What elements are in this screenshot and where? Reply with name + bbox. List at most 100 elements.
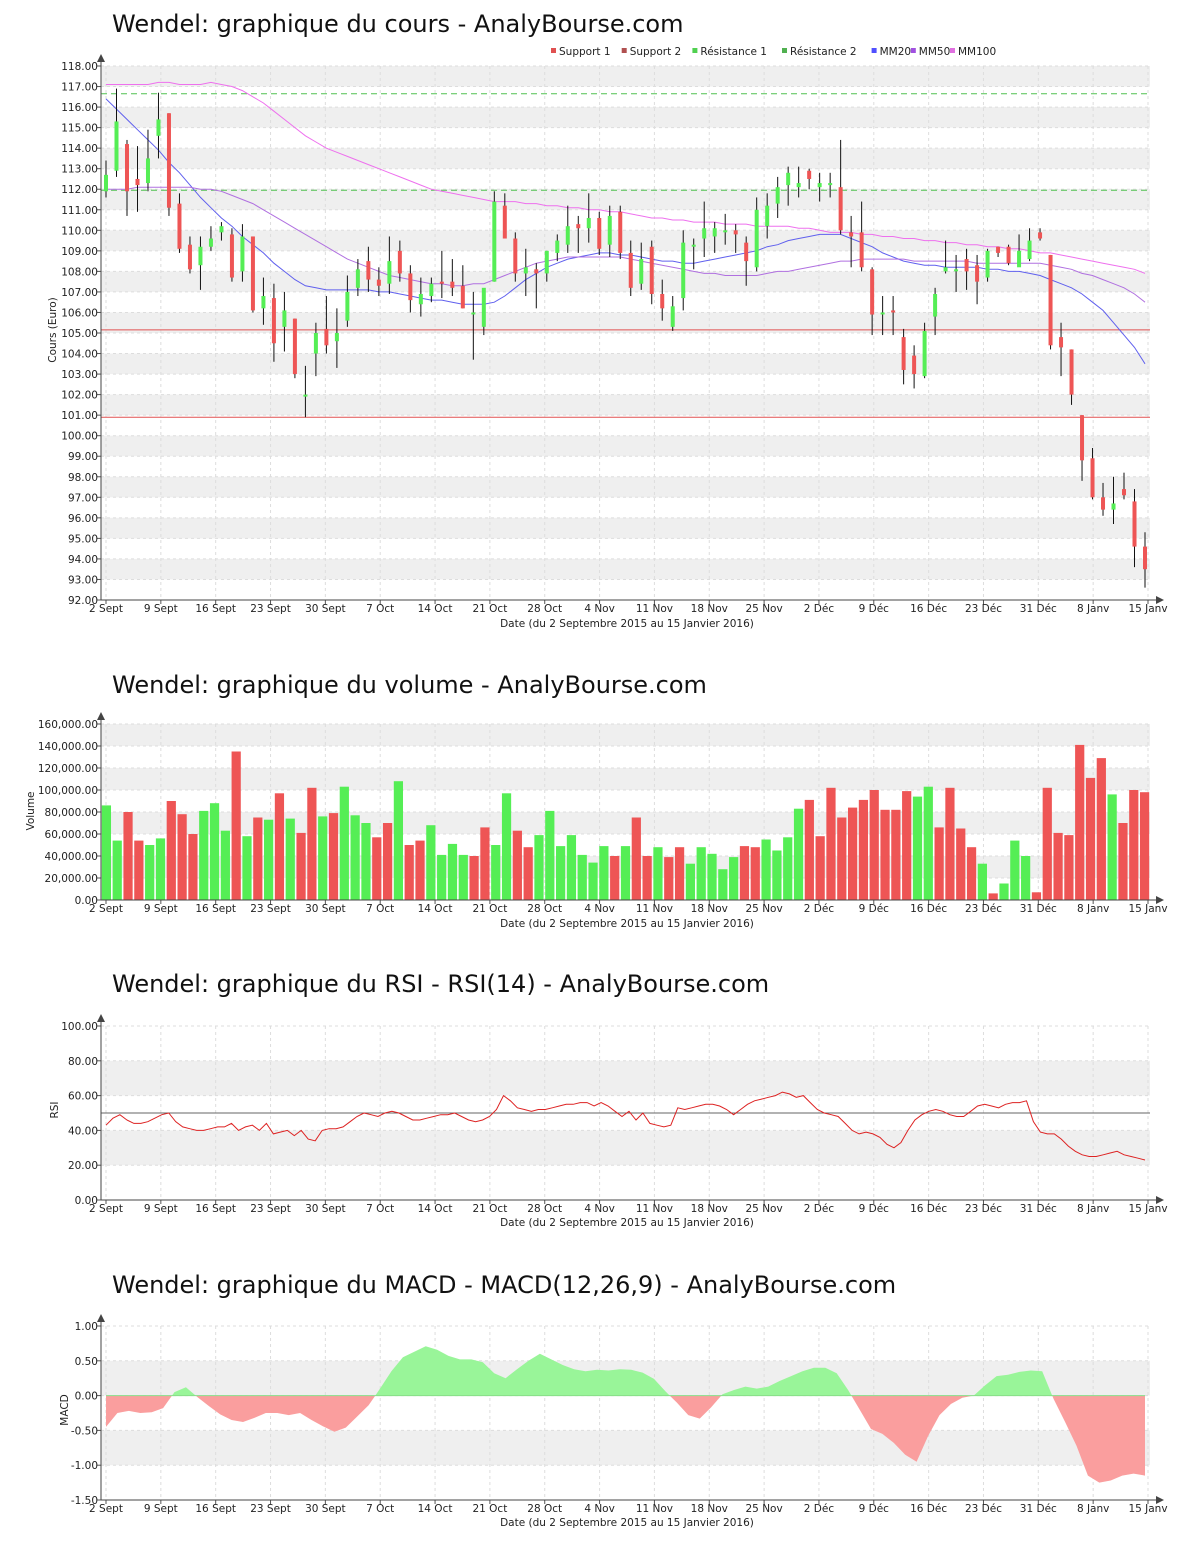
candle-body bbox=[586, 217, 591, 229]
volume-bar bbox=[545, 810, 555, 900]
volume-bar bbox=[966, 847, 977, 900]
volume-bar bbox=[1031, 892, 1042, 900]
rsi-x-tick-label: 11 Nov bbox=[636, 1203, 673, 1215]
candle-body bbox=[691, 244, 696, 247]
rsi-y-tick-label: 100.00 bbox=[61, 1021, 98, 1033]
price-band bbox=[101, 435, 1150, 457]
rsi-y-tick-label: 40.00 bbox=[68, 1125, 98, 1137]
candle-body bbox=[1101, 497, 1106, 510]
macd-x-tick-label: 23 Déc bbox=[965, 1503, 1002, 1515]
legend-label: Support 1 bbox=[559, 46, 611, 58]
candle-body bbox=[922, 330, 927, 377]
macd-y-axis-label: MACD bbox=[59, 1394, 71, 1425]
price-x-tick-label: 23 Déc bbox=[965, 603, 1002, 615]
legend-label: Résistance 1 bbox=[700, 46, 767, 58]
vol-y-tick-label: 160,000.00 bbox=[38, 719, 98, 731]
macd-x-tick-label: 18 Nov bbox=[691, 1503, 728, 1515]
candle-body bbox=[754, 209, 759, 268]
candle-body bbox=[397, 250, 402, 274]
price-candles bbox=[104, 88, 1147, 588]
candle-body bbox=[649, 246, 654, 294]
rsi-x-tick-label: 9 Sept bbox=[144, 1203, 178, 1215]
candle-body bbox=[282, 310, 287, 327]
rsi-band bbox=[101, 1130, 1150, 1166]
price-x-tick-label: 23 Sept bbox=[250, 603, 291, 615]
rsi-x-tick-label: 21 Oct bbox=[472, 1203, 507, 1215]
candle-body bbox=[250, 236, 255, 311]
rsi-x-arrow bbox=[1156, 1196, 1164, 1204]
macd-x-tick-label: 16 Sept bbox=[195, 1503, 236, 1515]
vol-x-tick-label: 7 Oct bbox=[366, 903, 394, 915]
candle-body bbox=[618, 211, 623, 253]
candle-body bbox=[1017, 250, 1022, 268]
candle-body bbox=[555, 240, 560, 253]
rsi-y-tick-label: 60.00 bbox=[68, 1091, 98, 1103]
vol-band bbox=[101, 724, 1150, 746]
price-x-tick-label: 30 Sept bbox=[305, 603, 346, 615]
price-y-tick-label: 107.00 bbox=[61, 287, 98, 299]
volume-bar bbox=[1053, 832, 1063, 900]
volume-bar bbox=[264, 819, 274, 900]
candle-body bbox=[796, 183, 801, 188]
volume-bar bbox=[372, 837, 382, 900]
price-band bbox=[101, 353, 1150, 375]
macd-x-tick-label: 2 Déc bbox=[804, 1503, 835, 1515]
ma-line-mm50 bbox=[106, 186, 1146, 303]
price-x-arrow bbox=[1156, 596, 1164, 604]
candle-body bbox=[828, 183, 833, 186]
price-x-tick-label: 18 Nov bbox=[691, 603, 728, 615]
rsi-chart: 0.00 20.00 40.00 60.00 80.00 100.00 2 Sept 9 Se… bbox=[49, 1014, 1168, 1229]
rsi-band bbox=[101, 1060, 1150, 1096]
rsi-x-tick-label: 9 Déc bbox=[859, 1203, 890, 1215]
rsi-x-tick-label: 18 Nov bbox=[691, 1203, 728, 1215]
volume-bars bbox=[101, 744, 1150, 900]
macd-x-tick-label: 16 Déc bbox=[910, 1503, 947, 1515]
legend-swatch bbox=[910, 48, 916, 53]
volume-bar bbox=[382, 823, 393, 900]
macd-y-tick-label: -1.50 bbox=[71, 1495, 98, 1507]
rsi-y-arrow bbox=[97, 1014, 105, 1022]
macd-y-tick-label: 0.00 bbox=[75, 1391, 98, 1403]
volume-bar bbox=[393, 781, 404, 900]
volume-bar bbox=[934, 827, 944, 900]
price-x-tick-label: 16 Sept bbox=[195, 603, 236, 615]
price-x-tick-label: 25 Nov bbox=[746, 603, 783, 615]
rsi-x-tick-label: 28 Oct bbox=[527, 1203, 562, 1215]
candle-body bbox=[765, 205, 770, 227]
macd-negative-area bbox=[669, 1395, 722, 1419]
volume-bar bbox=[1042, 787, 1052, 900]
candle-body bbox=[1132, 501, 1137, 547]
volume-bar bbox=[307, 787, 317, 900]
candle-body bbox=[450, 281, 455, 288]
price-y-tick-label: 111.00 bbox=[61, 205, 98, 217]
candle-body bbox=[376, 279, 381, 286]
macd-series bbox=[106, 1346, 1145, 1483]
vol-x-tick-label: 4 Nov bbox=[584, 903, 615, 915]
volume-bar bbox=[869, 790, 879, 900]
candle-body bbox=[177, 203, 182, 249]
price-band bbox=[101, 230, 1150, 251]
candle-body bbox=[576, 224, 581, 229]
volume-bar bbox=[891, 809, 901, 900]
candle-body bbox=[1090, 458, 1095, 498]
volume-bar bbox=[501, 793, 512, 900]
price-y-tick-label: 109.00 bbox=[61, 246, 98, 258]
candle-body bbox=[156, 119, 161, 136]
volume-bar bbox=[880, 809, 890, 900]
volume-bar bbox=[664, 857, 674, 900]
macd-y-tick-label: 0.50 bbox=[75, 1356, 98, 1368]
price-y-tick-label: 113.00 bbox=[61, 164, 98, 176]
rsi-x-tick-label: 7 Oct bbox=[366, 1203, 394, 1215]
candle-body bbox=[502, 205, 507, 239]
candle-body bbox=[838, 187, 843, 231]
macd-band bbox=[101, 1430, 1150, 1466]
legend-label: MM20 bbox=[880, 46, 911, 58]
price-chart: 92.00 93.00 94.00 95.00 96.00 97.00 98.00 99.00… bbox=[47, 46, 1168, 630]
candle-body bbox=[912, 355, 917, 375]
volume-bar bbox=[1118, 823, 1128, 900]
volume-bar bbox=[826, 787, 836, 900]
candle-body bbox=[1069, 349, 1074, 395]
macd-negative-area bbox=[1052, 1395, 1145, 1483]
candle-body bbox=[723, 230, 728, 233]
candle-body bbox=[166, 113, 171, 208]
